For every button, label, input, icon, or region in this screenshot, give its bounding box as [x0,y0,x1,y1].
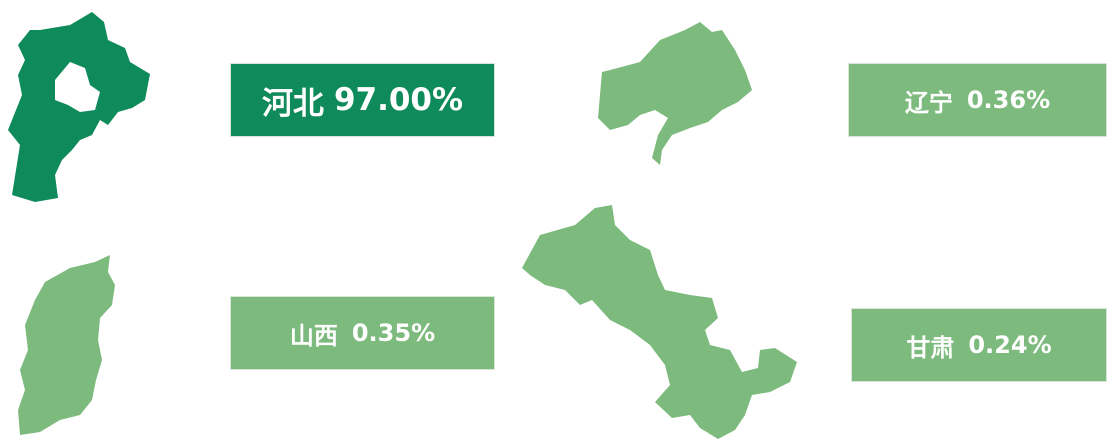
gansu-shape [522,205,797,439]
hebei-label: 河北 97.00% [230,63,495,137]
region-name: 河北 [261,85,324,122]
region-value: 0.35% [351,319,436,347]
region-name: 甘肃 [906,333,955,362]
gansu-label: 甘肃 0.24% [851,308,1107,382]
hebei-shape [8,12,150,202]
region-value: 97.00% [333,82,464,118]
region-name: 辽宁 [904,88,953,117]
region-value: 0.36% [966,86,1051,114]
shanxi-shape [18,255,115,435]
region-value: 0.24% [968,331,1052,359]
shanxi-label: 山西 0.35% [230,296,495,370]
region-name: 山西 [289,321,338,350]
liaoning-label: 辽宁 0.36% [848,63,1107,137]
liaoning-shape [598,22,752,165]
